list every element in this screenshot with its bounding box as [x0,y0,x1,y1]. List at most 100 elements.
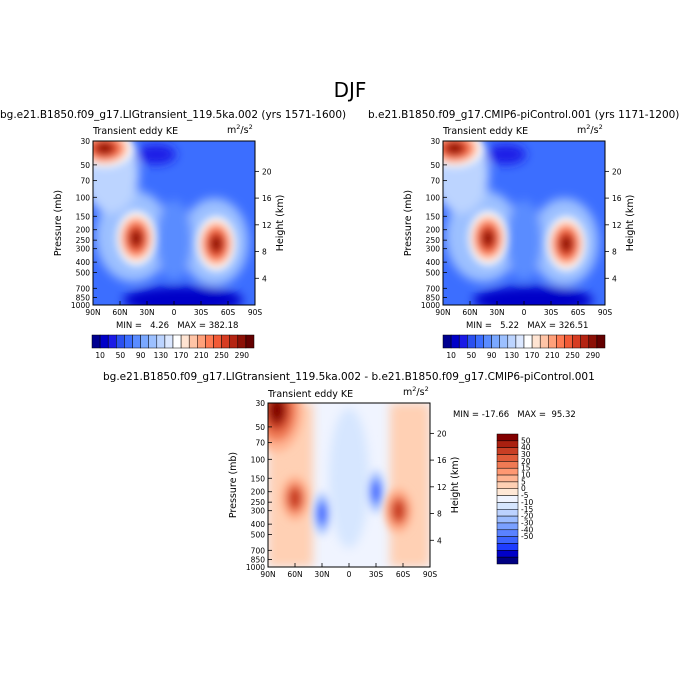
colorbar-swatch [245,334,255,349]
y-tick-label: 400 [251,520,266,529]
x-tick-label: 0 [522,308,527,317]
height-tick-label: 8 [262,248,267,257]
x-tick-label: 30N [489,308,504,317]
height-axis-title: Height (km) [625,195,636,252]
y-tick-label: 200 [251,488,266,497]
colorbar-label: 0 [521,484,526,493]
plot-title-2: b.e21.B1850.f09_g17.CMIP6-piControl.001 … [368,109,680,121]
colorbar-swatch [188,334,198,349]
colorbar-label: -30 [521,518,533,527]
colorbar-swatch [237,334,247,349]
height-axis-title: Height (km) [275,195,286,252]
colorbar-swatch [483,334,492,349]
y-tick-label: 250 [251,498,266,507]
x-tick-label: 60N [287,570,302,579]
y-tick-label: 300 [426,245,441,254]
colorbar-swatch [229,334,239,349]
colorbar-label: 5 [521,477,526,486]
height-tick-label: 4 [612,274,617,283]
colorbar-swatch [164,334,174,349]
feature-3 [367,469,385,514]
y-tick-label: 250 [76,236,91,245]
x-tick-label: 60S [571,308,586,317]
colorbar-label: 10 [521,471,531,480]
colorbar-label: 20 [521,457,531,466]
band-equator [506,200,542,281]
y-tick-label: 500 [251,531,266,540]
colorbar-swatch [458,334,468,349]
colorbar-swatch [580,334,590,349]
height-tick-label: 4 [437,536,442,545]
colorbar-label: 30 [521,450,531,459]
y-tick-label: 150 [76,212,91,221]
y-tick-label: 50 [430,161,440,170]
colorbar-swatch [99,334,109,349]
colorbar-swatch [564,334,573,349]
units-label-2: m2/s2 [577,123,603,137]
colorbar-swatch [507,334,517,349]
colorbar-swatch [556,334,565,349]
height-axis-title: Height (km) [450,457,461,514]
colorbar-swatch [213,334,222,349]
band-equator [156,200,192,281]
y-tick-label: 100 [426,193,441,202]
y-tick-label: 1000 [421,301,440,310]
x-tick-label: 90N [260,570,275,579]
colorbar-label: 10 [95,351,105,360]
height-tick-label: 12 [437,483,447,492]
colorbar-swatch [156,334,166,349]
colorbar-label: 90 [136,351,146,360]
colorbar-label: 170 [525,351,540,360]
x-tick-label: 90N [435,308,450,317]
colorbar-swatch [496,522,519,531]
colorbar-swatch [496,440,519,448]
height-tick-label: 20 [437,429,447,438]
band-equatorial-negative [329,408,369,549]
y-tick-label: 500 [426,269,441,278]
y-tick-label: 850 [426,293,441,302]
x-tick-label: 60S [396,570,411,579]
colorbar-label: 10 [446,351,456,360]
colorbar-label: 50 [467,351,477,360]
colorbar-swatch [475,334,484,349]
panel-transient-eddy-ke-lig: 305070100150200250300400500700850100090N… [53,137,286,317]
y-tick-label: 400 [76,258,91,267]
feature-maximum-0 [443,141,484,168]
y-tick-label: 200 [76,226,91,235]
colorbar-swatch [496,550,519,558]
min-max-label-2: MIN = 5.22 MAX = 326.51 [466,321,589,331]
height-tick-label: 16 [262,194,272,203]
height-tick-label: 20 [612,167,622,176]
colorbar-label: -20 [521,512,533,521]
units-label-1: m2/s2 [227,123,253,137]
y-tick-label: 300 [76,245,91,254]
y-tick-label: 1000 [246,563,265,572]
min-max-label-3: MIN = -17.66 MAX = 95.32 [453,410,576,420]
height-tick-label: 4 [262,274,267,283]
colorbar-swatch [596,334,606,349]
panel-transient-eddy-ke-difference: 305070100150200250300400500700850100090N… [228,399,461,579]
colorbar-label: 290 [235,351,250,360]
colorbar-swatch [124,334,133,349]
colorbar-swatch [221,334,230,349]
colorbar-swatch [572,334,581,349]
colorbar-swatch [205,334,214,349]
feature-1 [281,475,309,521]
y-tick-label: 30 [80,137,90,146]
colorbar-swatch [496,488,519,496]
y-tick-label: 250 [426,236,441,245]
y-tick-label: 70 [80,177,90,186]
y-tick-label: 700 [426,284,441,293]
x-tick-label: 30S [194,308,209,317]
y-tick-label: 150 [251,474,266,483]
y-tick-label: 30 [255,399,265,408]
colorbar-swatch [496,433,519,442]
feature-maximum-1 [116,210,156,266]
colorbar-swatch [496,461,519,469]
plot-title-3: bg.e21.B1850.f09_g17.LIGtransient_119.5k… [103,371,595,383]
colorbar-swatch [172,334,182,349]
band-sh-positive [390,403,430,567]
height-tick-label: 8 [612,248,617,257]
x-tick-label: 0 [172,308,177,317]
feature-4 [384,488,413,534]
